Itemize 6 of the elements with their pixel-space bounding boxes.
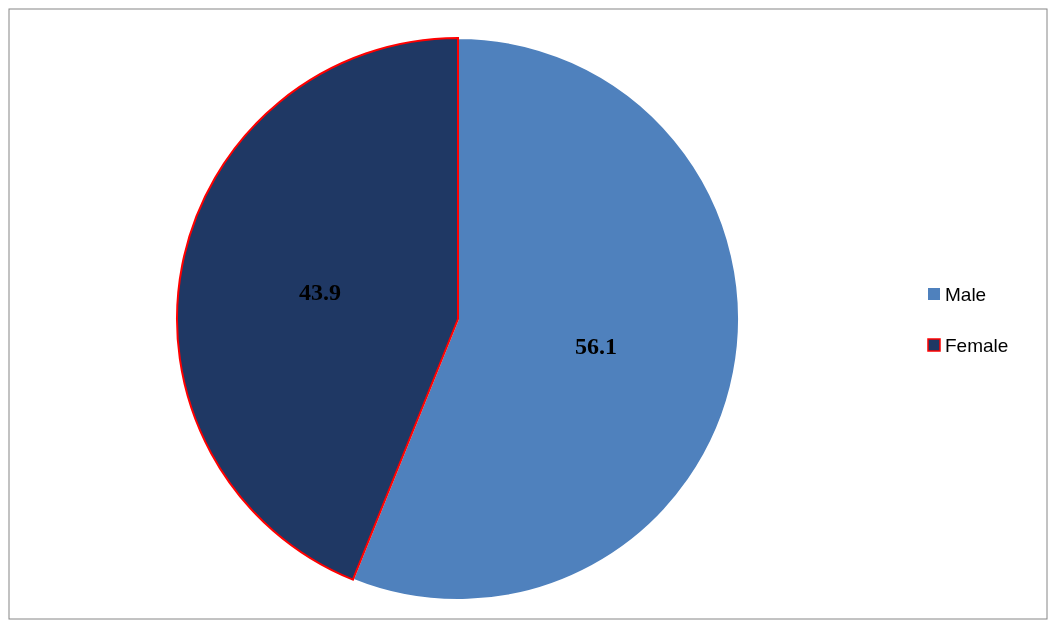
pie-slice	[176, 37, 459, 581]
pie-slice	[351, 37, 740, 601]
legend-label: Female	[945, 334, 1009, 356]
legend-label: Male	[945, 283, 987, 305]
data-label: 56.1	[574, 332, 617, 359]
data-label: 43.9	[299, 279, 342, 306]
